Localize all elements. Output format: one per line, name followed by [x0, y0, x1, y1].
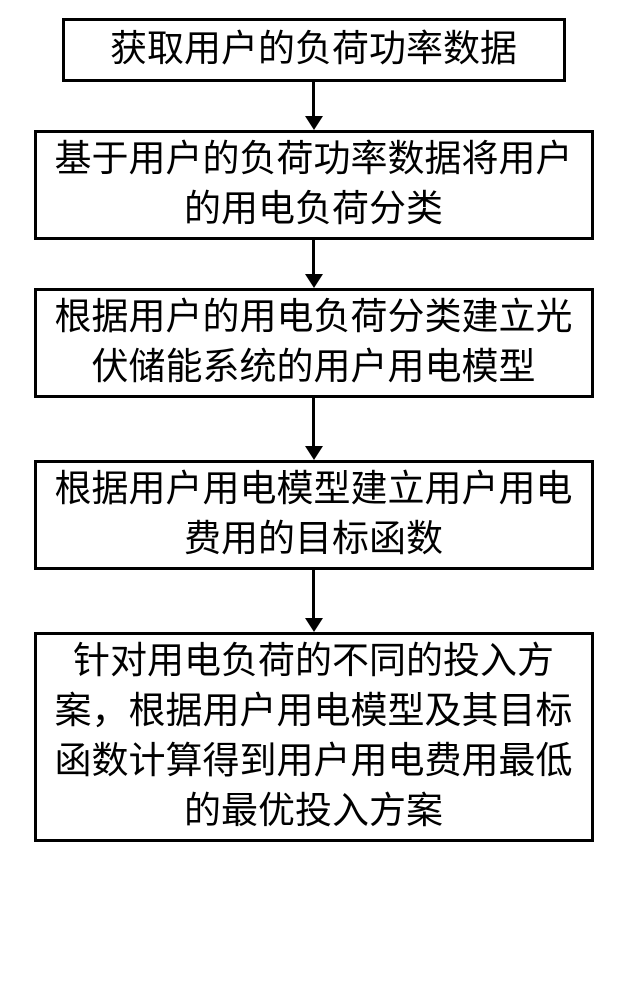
flowchart-step-4-text: 根据用户用电模型建立用户用电费用的目标函数: [49, 465, 579, 565]
flowchart-step-2-text: 基于用户的负荷功率数据将用户的用电负荷分类: [49, 135, 579, 235]
flowchart-step-1-text: 获取用户的负荷功率数据: [110, 25, 517, 75]
arrow-3: [305, 398, 323, 460]
flowchart-step-1: 获取用户的负荷功率数据: [62, 18, 566, 82]
arrow-4: [305, 570, 323, 632]
flowchart-step-2: 基于用户的负荷功率数据将用户的用电负荷分类: [34, 130, 594, 240]
arrow-1: [305, 82, 323, 130]
flowchart-step-3: 根据用户的用电负荷分类建立光伏储能系统的用户用电模型: [34, 288, 594, 398]
arrow-head-icon: [305, 446, 323, 460]
flowchart-step-4: 根据用户用电模型建立用户用电费用的目标函数: [34, 460, 594, 570]
flowchart-step-5: 针对用电负荷的不同的投入方案，根据用户用电模型及其目标函数计算得到用户用电费用最…: [34, 632, 594, 842]
arrow-line-icon: [312, 570, 315, 618]
arrow-line-icon: [312, 240, 315, 274]
flowchart-step-3-text: 根据用户的用电负荷分类建立光伏储能系统的用户用电模型: [49, 293, 579, 393]
arrow-head-icon: [305, 274, 323, 288]
arrow-line-icon: [312, 398, 315, 446]
arrow-2: [305, 240, 323, 288]
arrow-head-icon: [305, 116, 323, 130]
flowchart-step-5-text: 针对用电负荷的不同的投入方案，根据用户用电模型及其目标函数计算得到用户用电费用最…: [49, 637, 579, 837]
arrow-head-icon: [305, 618, 323, 632]
flowchart-container: 获取用户的负荷功率数据 基于用户的负荷功率数据将用户的用电负荷分类 根据用户的用…: [0, 18, 627, 842]
arrow-line-icon: [312, 82, 315, 116]
